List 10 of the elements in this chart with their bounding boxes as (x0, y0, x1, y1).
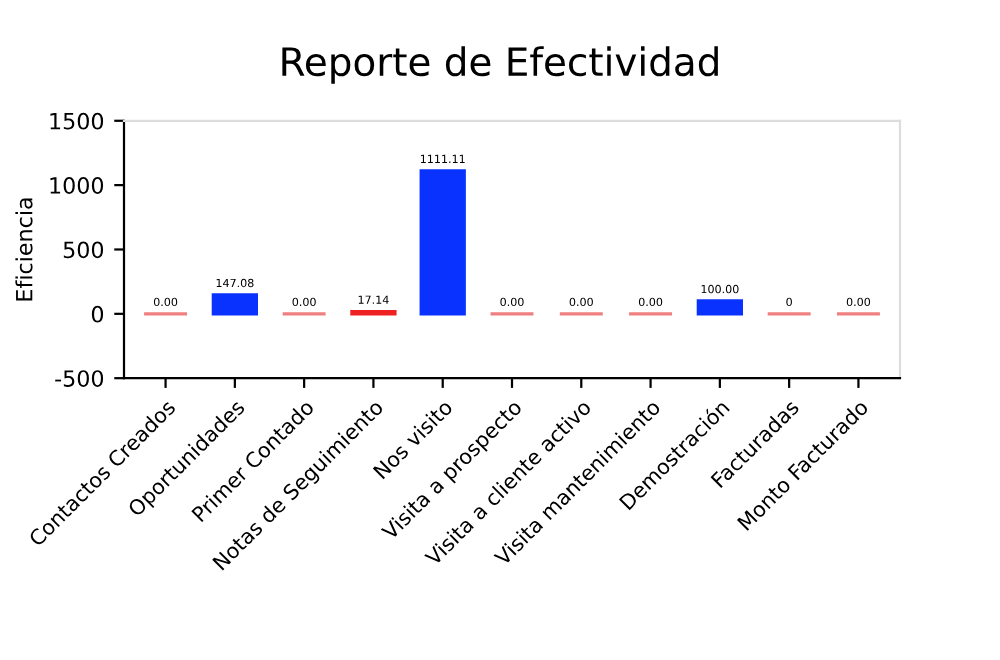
y-axis-title: Eficiencia (15, 198, 33, 301)
chart-title: Reporte de Efectividad (282, 46, 718, 84)
bar (419, 169, 466, 316)
y-tick-label: 500 (63, 241, 104, 259)
y-tick-label: 0 (91, 305, 104, 323)
y-tick-label: -500 (55, 370, 104, 387)
bar (696, 299, 744, 316)
y-tick-label: 1500 (50, 112, 104, 130)
bar (211, 293, 259, 316)
y-tick-label: 1000 (50, 177, 104, 194)
